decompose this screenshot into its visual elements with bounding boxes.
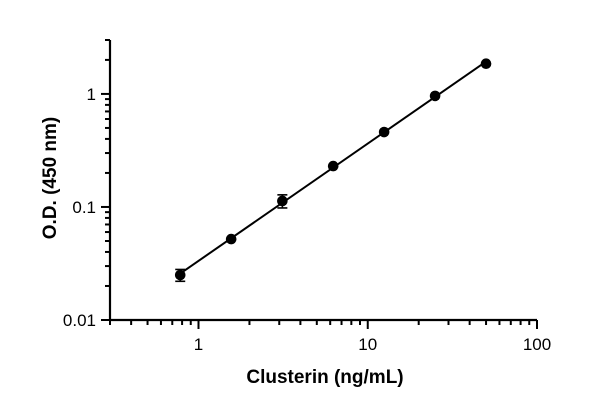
y-axis-ticks: 0.01 0.1 1 <box>63 39 110 330</box>
y-tick-label: 0.1 <box>72 198 96 217</box>
data-point <box>225 233 237 245</box>
data-point <box>327 160 339 172</box>
x-tick-label: 10 <box>358 335 377 354</box>
y-tick-label: 0.01 <box>63 311 96 330</box>
x-tick-label: 1 <box>194 335 203 354</box>
data-point <box>480 58 492 70</box>
axes <box>108 40 537 322</box>
data-point <box>429 90 441 102</box>
data-point <box>378 126 390 138</box>
data-points-layer <box>174 58 492 283</box>
x-tick-label: 100 <box>523 335 551 354</box>
data-point <box>174 269 186 281</box>
y-axis-title: O.D. (450 nm) <box>40 117 61 239</box>
x-axis-title: Clusterin (ng/mL) <box>246 367 403 388</box>
data-point <box>277 195 288 207</box>
y-tick-label: 1 <box>87 85 96 104</box>
x-axis-ticks: 1 10 100 <box>109 320 551 354</box>
